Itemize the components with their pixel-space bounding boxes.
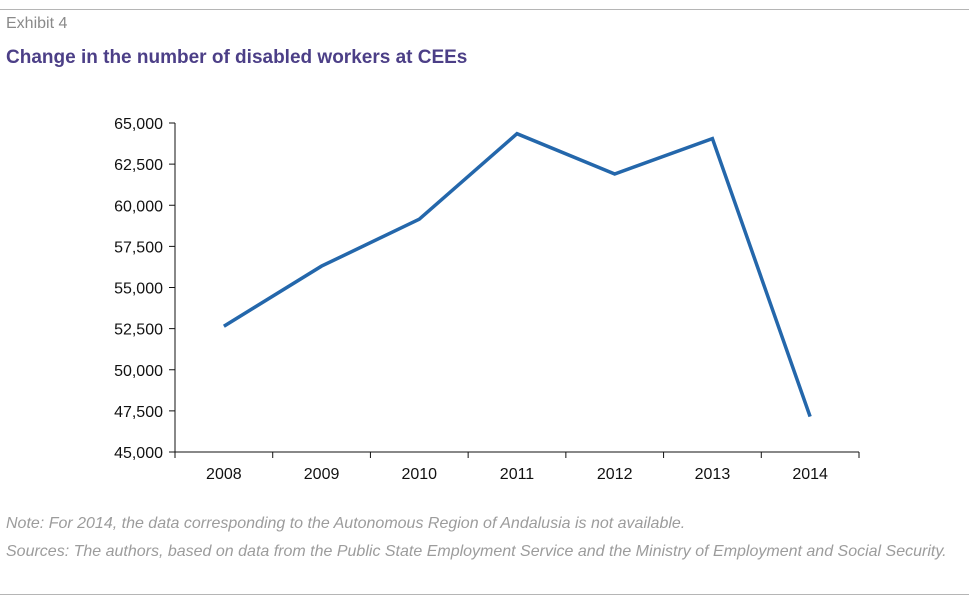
x-tick-label: 2013	[695, 466, 731, 483]
x-tick-label: 2014	[792, 466, 828, 483]
bottom-divider	[0, 594, 969, 595]
x-tick-label: 2010	[401, 466, 437, 483]
chart-title: Change in the number of disabled workers…	[6, 47, 468, 68]
y-tick-label: 55,000	[114, 281, 163, 298]
y-tick-label: 45,000	[114, 445, 163, 462]
sources-text: Sources: The authors, based on data from…	[6, 543, 947, 560]
y-tick-label: 62,500	[114, 157, 163, 174]
y-tick-label: 65,000	[114, 116, 163, 133]
y-tick-label: 50,000	[114, 363, 163, 380]
x-tick-label: 2009	[304, 466, 340, 483]
footnote: Note: For 2014, the data corresponding t…	[6, 515, 686, 532]
y-tick-label: 47,500	[114, 404, 163, 421]
y-axis: 45,000 47,500 50,000 52,500 55,000 57,500 60,0…	[114, 116, 176, 462]
series-group	[222, 131, 812, 418]
exhibit-label: Exhibit 4	[6, 15, 68, 32]
line-chart: 45,000 47,500 50,000 52,500 55,000 57,500 60,0…	[114, 116, 860, 483]
x-tick-label: 2008	[206, 466, 242, 483]
x-tick-label: 2012	[597, 466, 633, 483]
y-tick-label: 52,500	[114, 322, 163, 339]
x-axis: 2008 2009 2010 2011 2012 2013 2014	[174, 451, 860, 483]
y-tick-label: 60,000	[114, 198, 163, 215]
series-line	[222, 131, 812, 418]
y-tick-label: 57,500	[114, 239, 163, 256]
top-divider	[0, 9, 969, 10]
x-tick-label: 2011	[500, 466, 535, 483]
